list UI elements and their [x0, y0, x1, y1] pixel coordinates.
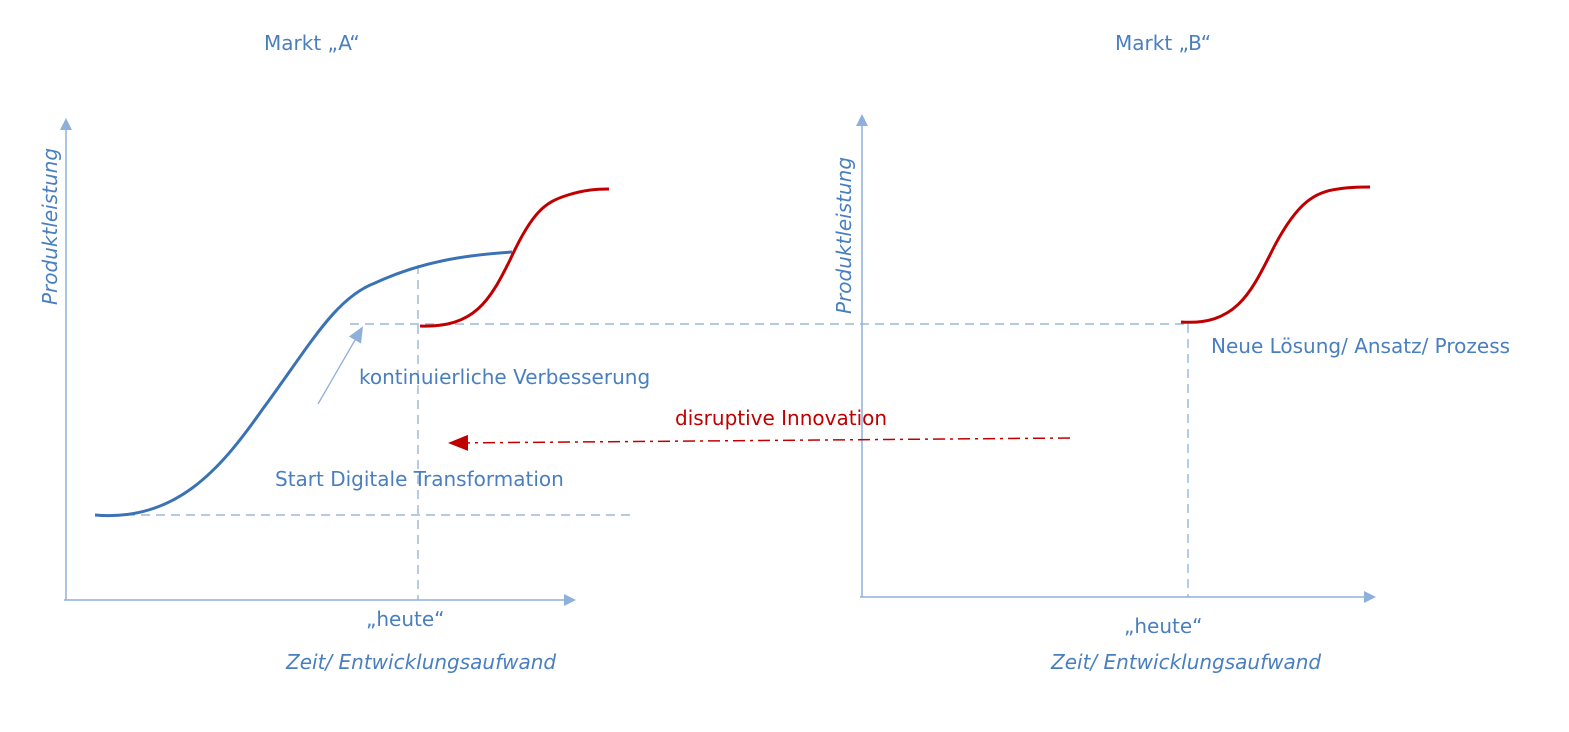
right-y-axis-label: Produktleistung: [832, 156, 856, 314]
blue-s-curve: [94, 250, 513, 518]
annotation-continuous-improvement: kontinuierliche Verbesserung: [359, 365, 651, 389]
annotation-new-solution: Neue Lösung/ Ansatz/ Prozess: [1211, 334, 1511, 358]
disruption-label: disruptive Innovation: [675, 406, 888, 430]
red-s-curve-left: [419, 187, 610, 328]
red-s-curve-right: [1180, 185, 1371, 324]
annotation-start-digital-transformation: Start Digitale Transformation: [275, 467, 564, 491]
right-panel-title: Markt „B“: [1115, 31, 1212, 55]
left-x-tick-today: „heute“: [366, 607, 445, 631]
improvement-arrow: [317, 326, 364, 405]
left-y-axis-label: Produktleistung: [38, 147, 62, 305]
disruption-arrow: [448, 434, 1071, 451]
left-panel-title: Markt „A“: [264, 31, 360, 55]
right-x-axis-label: Zeit/ Entwicklungsaufwand: [1051, 650, 1322, 674]
left-x-axis-label: Zeit/ Entwicklungsaufwand: [286, 650, 557, 674]
right-x-tick-today: „heute“: [1124, 614, 1203, 638]
